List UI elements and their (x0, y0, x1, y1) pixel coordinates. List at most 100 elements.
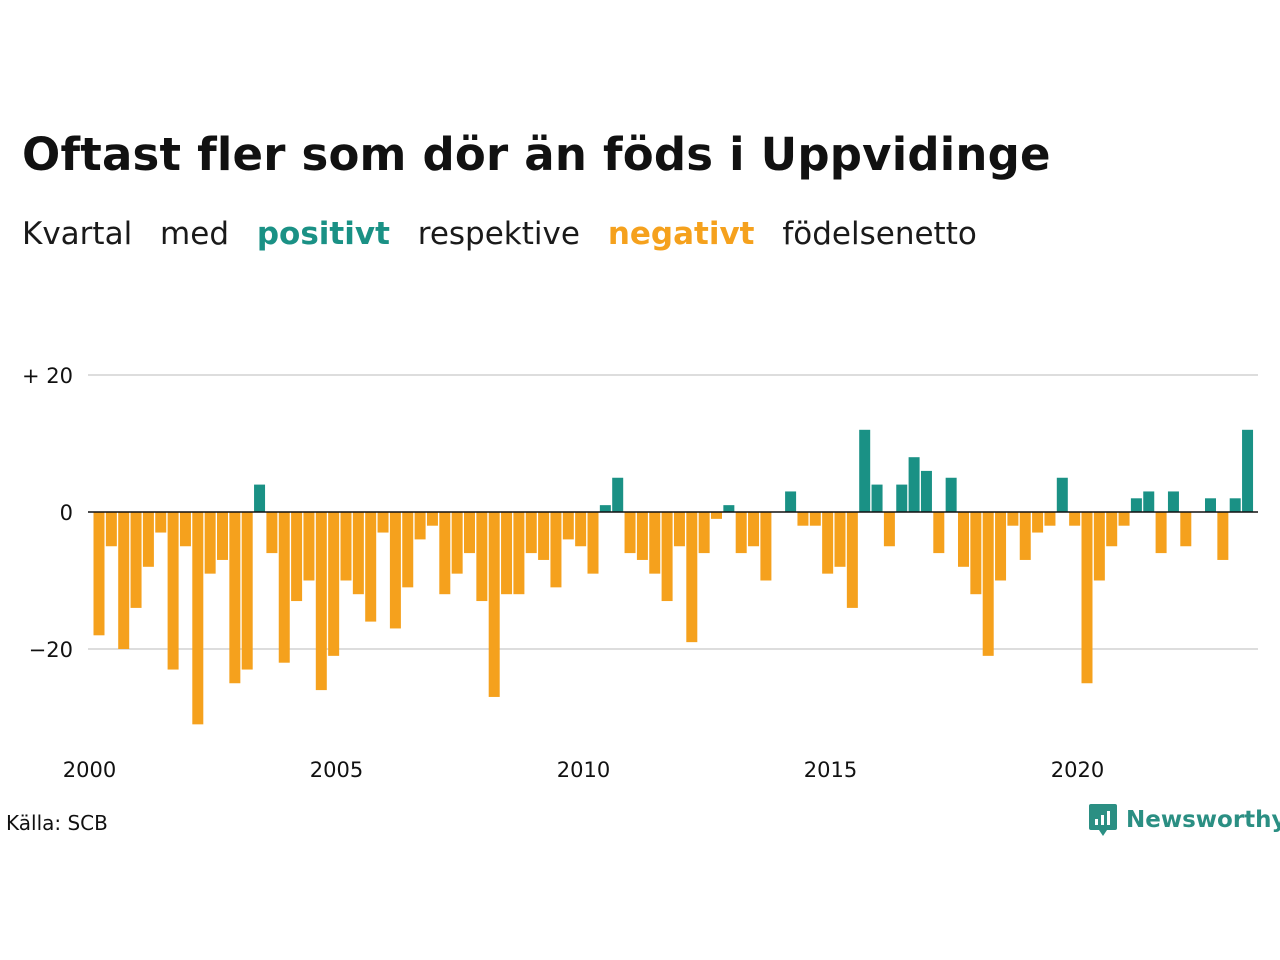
bar (896, 484, 908, 512)
bar (723, 505, 735, 512)
bar (1069, 512, 1081, 526)
bar (377, 512, 389, 533)
bar (1167, 491, 1179, 512)
bar (1106, 512, 1118, 547)
bar (402, 512, 414, 588)
bar (1229, 498, 1241, 512)
chart-title: Oftast fler som dör än föds i Uppvidinge (22, 128, 1051, 181)
bar (809, 512, 821, 526)
bar (945, 477, 957, 512)
bar (229, 512, 241, 684)
y-tick-label: −20 (29, 638, 73, 662)
bar (649, 512, 661, 574)
bar (1242, 429, 1254, 512)
bar (982, 512, 994, 656)
legend-positive: positivt (256, 216, 390, 252)
bar (711, 512, 722, 519)
x-tick-label: 2015 (804, 758, 857, 782)
bar (1032, 512, 1044, 533)
bar (93, 512, 105, 636)
bar (426, 512, 438, 526)
bar (1118, 512, 1130, 526)
bar (1180, 512, 1192, 547)
bar (1205, 498, 1216, 512)
bar (241, 512, 253, 670)
legend-negative: negativt (607, 216, 755, 252)
bar (735, 512, 747, 554)
x-tick-label: 2010 (557, 758, 610, 782)
bar (797, 512, 809, 526)
subtitle-text-1: Kvartal (22, 216, 133, 252)
bar (105, 512, 117, 547)
bar (142, 512, 154, 567)
bar (501, 512, 513, 595)
bar (414, 512, 426, 540)
bar (883, 512, 895, 547)
bar (1007, 512, 1019, 526)
bar (587, 512, 599, 574)
bar (859, 429, 871, 512)
bar (1044, 512, 1056, 526)
bar (785, 491, 797, 512)
bar (328, 512, 340, 656)
y-tick-label: 0 (60, 501, 73, 525)
bar (624, 512, 636, 554)
x-tick-label: 2005 (310, 758, 363, 782)
bar (155, 512, 167, 533)
bar (291, 512, 303, 602)
bar (179, 512, 191, 547)
bar (1093, 512, 1105, 581)
bar (871, 484, 883, 512)
bar (1143, 491, 1155, 512)
x-tick-label: 2000 (63, 758, 116, 782)
bar (439, 512, 451, 595)
bar (389, 512, 401, 629)
bar (920, 470, 932, 512)
bar (118, 512, 130, 649)
bar (525, 512, 537, 554)
bar-chart: + 20 0 −20 2000 2005 2010 2015 2020 (22, 364, 1258, 782)
bar (673, 512, 685, 547)
logo-text: Newsworthy (1126, 807, 1280, 833)
bar (698, 512, 710, 554)
bar (1130, 498, 1142, 512)
bar (550, 512, 562, 588)
bar (167, 512, 179, 670)
bar (599, 505, 611, 512)
bar (352, 512, 364, 595)
bar (340, 512, 352, 581)
bar (266, 512, 278, 554)
chart-badge-icon (1089, 804, 1117, 836)
bar (303, 512, 315, 581)
bar (661, 512, 673, 602)
chart-subtitle: Kvartal med positivt respektive negativt… (22, 216, 995, 252)
bar (970, 512, 982, 595)
bar (488, 512, 500, 697)
bar (748, 512, 760, 547)
subtitle-text-3: respektive (417, 216, 580, 252)
y-tick-label: + 20 (22, 364, 73, 388)
bar (636, 512, 648, 560)
newsworthy-logo: Newsworthy (1088, 802, 1280, 838)
bar (464, 512, 475, 554)
bar (365, 512, 377, 622)
bar (192, 512, 204, 725)
subtitle-text-4: födelsenetto (782, 216, 977, 252)
bar (958, 512, 969, 567)
bar (315, 512, 327, 691)
bar (562, 512, 574, 540)
bar (513, 512, 525, 595)
bar (1217, 512, 1229, 560)
bar (933, 512, 945, 554)
bar (254, 484, 266, 512)
bar (538, 512, 550, 560)
bar (760, 512, 772, 581)
bar (846, 512, 858, 608)
bar (822, 512, 834, 574)
bar (217, 512, 228, 560)
bar (130, 512, 142, 608)
bar (1019, 512, 1031, 560)
source-note: Källa: SCB (6, 811, 108, 835)
bar (278, 512, 290, 663)
bar (686, 512, 698, 643)
